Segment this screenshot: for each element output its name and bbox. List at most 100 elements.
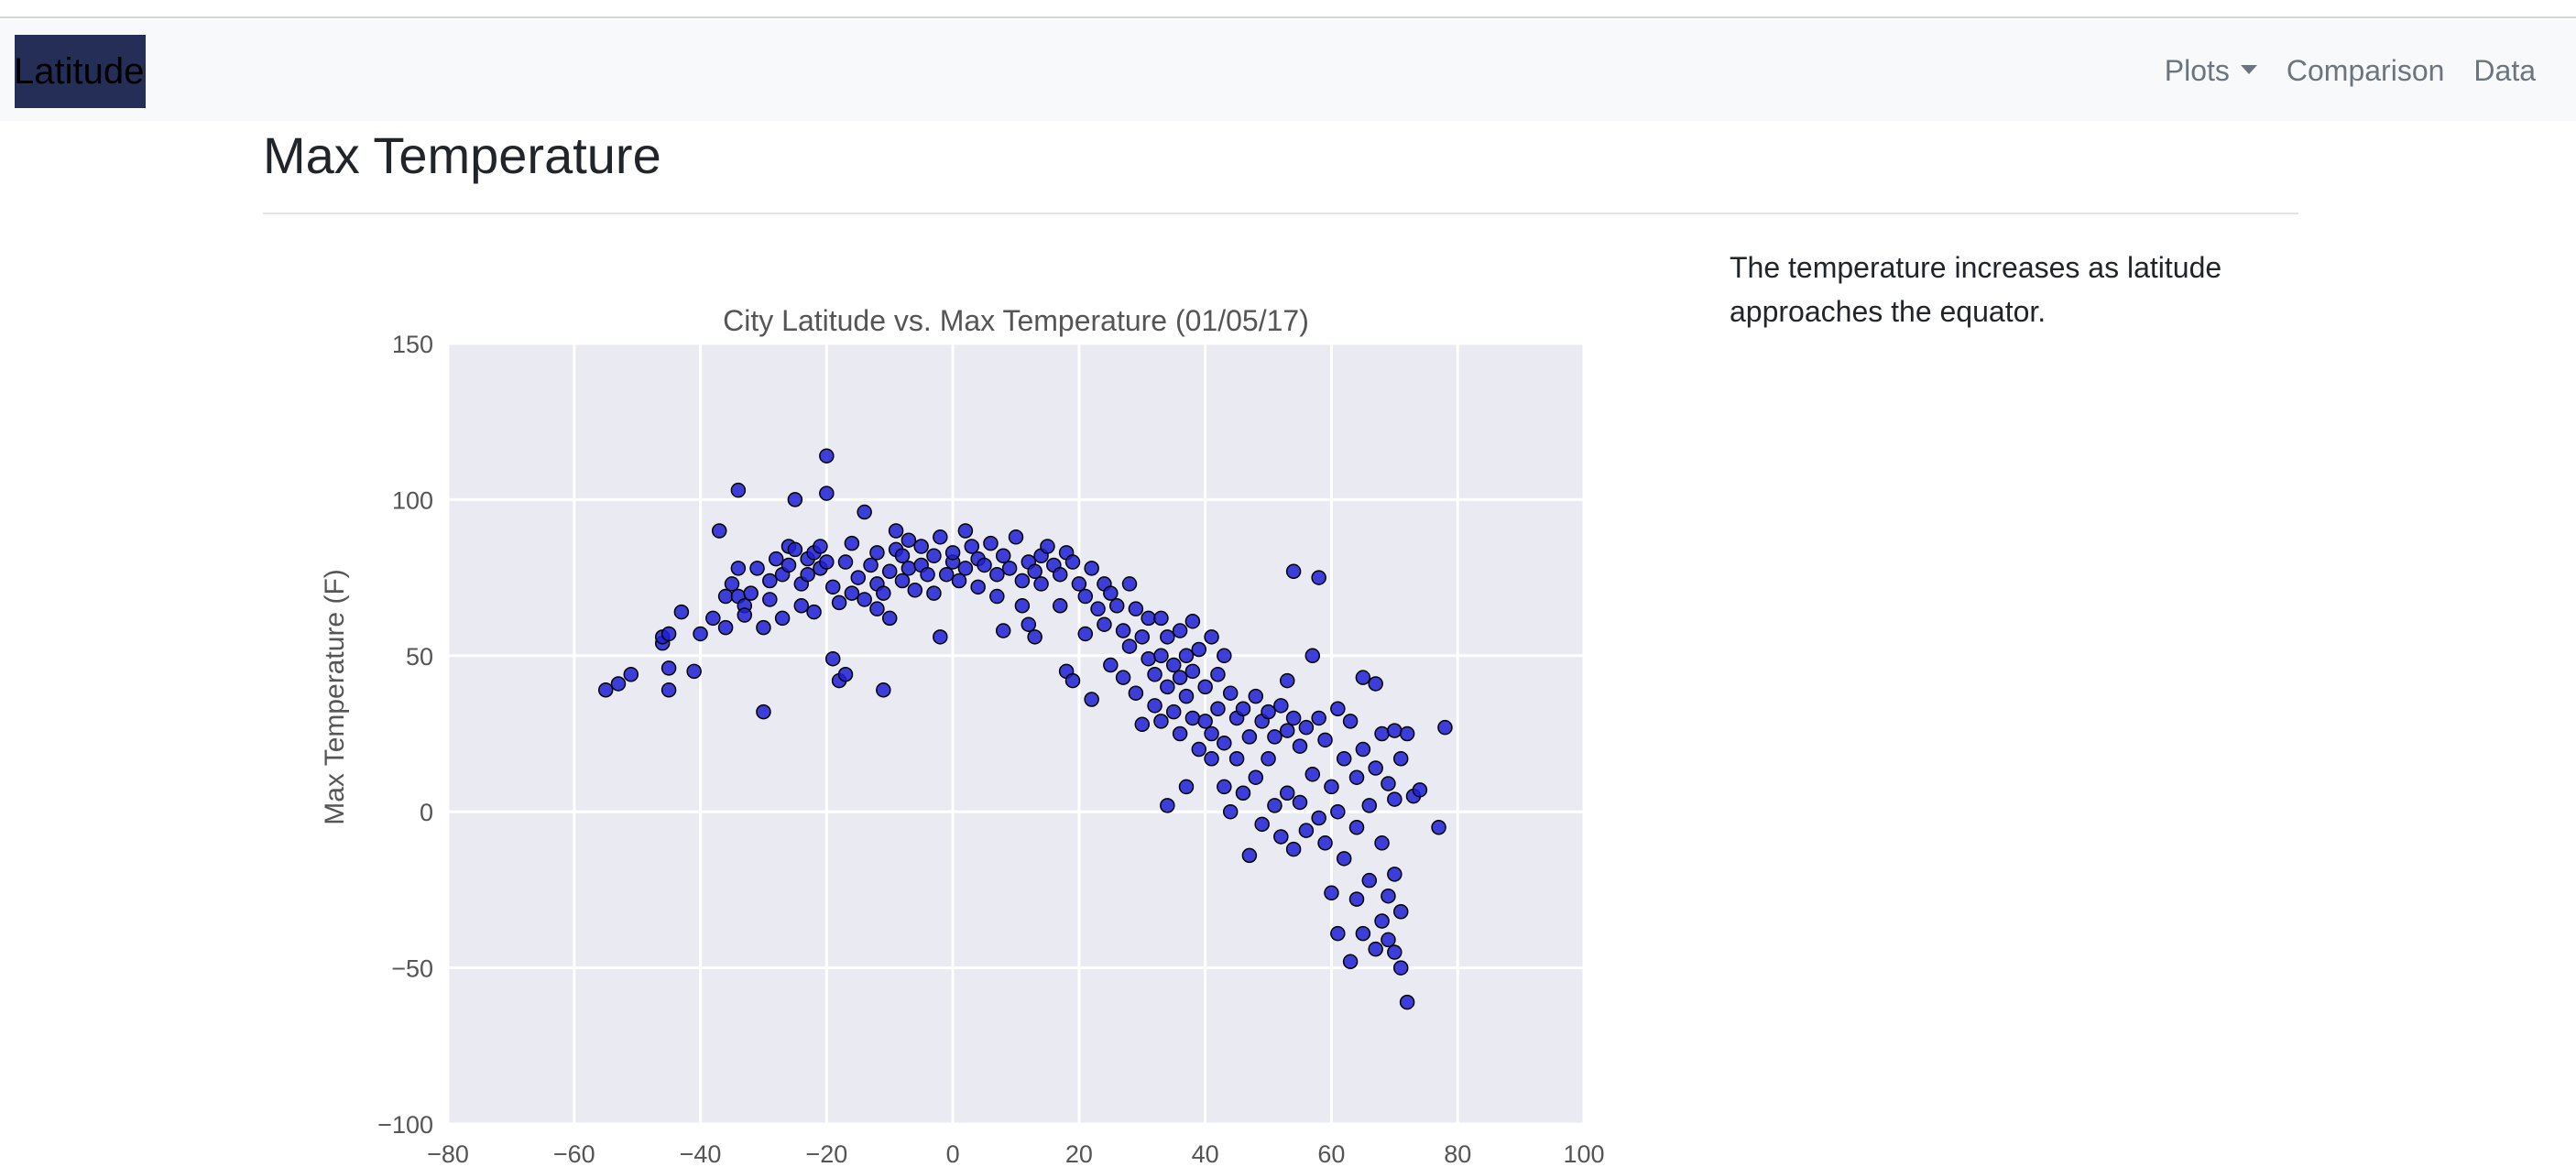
data-point — [837, 554, 854, 570]
data-point — [711, 523, 727, 539]
data-point — [944, 545, 961, 561]
data-point — [1311, 810, 1326, 826]
x-tick-label: −20 — [805, 1140, 847, 1167]
data-point — [1437, 719, 1453, 736]
data-point — [819, 554, 835, 570]
data-point — [597, 682, 614, 698]
x-tick-label: −80 — [427, 1140, 469, 1167]
y-tick-label: 150 — [392, 331, 433, 358]
data-point — [857, 592, 872, 607]
chart-title: City Latitude vs. Max Temperature (01/05… — [723, 304, 1309, 337]
data-point — [1279, 785, 1295, 802]
data-point — [1273, 829, 1289, 845]
data-point — [1348, 819, 1365, 835]
data-point — [1336, 751, 1352, 767]
data-point — [1210, 701, 1226, 716]
data-point — [1147, 698, 1162, 714]
data-point — [1222, 803, 1239, 820]
data-point — [1298, 823, 1315, 838]
data-point — [857, 504, 872, 520]
tick-labels: −80 −60 −40 −20 0 20 40 60 80 100 −100 −50 0 50 100 150 — [377, 331, 1604, 1167]
data-point — [1128, 685, 1144, 701]
data-point — [977, 557, 992, 573]
data-point — [1153, 610, 1169, 627]
data-point — [1342, 954, 1359, 970]
data-point — [1392, 960, 1409, 976]
data-point — [1304, 648, 1321, 664]
data-point — [1027, 629, 1042, 645]
data-point — [1412, 782, 1428, 798]
data-point — [1217, 779, 1232, 795]
data-point — [894, 573, 911, 589]
y-tick-label: 0 — [420, 799, 433, 826]
grid-lines — [446, 342, 1586, 1126]
data-point — [1285, 710, 1302, 726]
data-point — [1248, 769, 1264, 785]
data-point — [837, 666, 854, 682]
navbar-brand[interactable]: Latitude — [14, 35, 146, 108]
y-tick-label: 50 — [406, 643, 433, 671]
data-point — [1330, 803, 1346, 820]
data-point — [1033, 576, 1049, 592]
data-point — [1141, 610, 1156, 627]
data-point — [787, 492, 803, 507]
data-point — [1103, 657, 1119, 673]
data-point — [888, 523, 904, 539]
data-point — [901, 532, 917, 548]
data-point — [1324, 885, 1339, 901]
y-axis-label: Max Temperature (F) — [320, 569, 350, 825]
data-point — [1279, 723, 1295, 738]
data-point — [933, 629, 948, 645]
data-point — [1197, 679, 1213, 695]
data-point — [1191, 741, 1207, 758]
data-point — [869, 545, 885, 561]
nav-comparison-label: Comparison — [2286, 53, 2445, 87]
data-point — [1330, 925, 1346, 942]
data-point — [1248, 688, 1264, 704]
data-point — [938, 566, 955, 583]
data-point — [756, 703, 771, 720]
data-point — [1222, 685, 1239, 701]
data-point — [693, 626, 708, 642]
data-point — [989, 566, 1005, 583]
data-point — [1027, 563, 1042, 580]
data-point — [1064, 672, 1081, 689]
data-point — [1267, 798, 1283, 813]
window-top-border — [0, 0, 2576, 18]
data-point — [1014, 573, 1031, 589]
data-point — [1165, 657, 1182, 673]
data-point — [951, 573, 967, 589]
data-point — [819, 485, 835, 501]
data-point — [1387, 723, 1403, 738]
data-point — [762, 592, 778, 607]
data-point — [1197, 714, 1213, 729]
data-point — [863, 557, 879, 573]
data-point — [926, 585, 942, 601]
data-point — [1210, 666, 1226, 682]
data-point — [970, 579, 986, 595]
nav-plots-dropdown[interactable]: Plots — [2150, 54, 2272, 88]
data-point — [780, 557, 797, 573]
data-point — [1172, 623, 1188, 638]
data-point — [1160, 679, 1175, 695]
data-point — [1001, 561, 1018, 576]
data-point — [1184, 663, 1201, 680]
data-point — [1147, 666, 1162, 682]
data-point — [1235, 785, 1251, 802]
data-point — [1368, 941, 1383, 957]
data-point — [881, 563, 898, 580]
data-point — [1052, 598, 1068, 614]
data-point — [869, 601, 885, 616]
data-point — [1355, 925, 1371, 942]
page-title: Max Temperature — [263, 126, 661, 184]
nav-data-link[interactable]: Data — [2459, 54, 2550, 88]
data-point — [1090, 601, 1106, 616]
data-point — [1431, 819, 1446, 835]
data-point — [1387, 944, 1403, 960]
x-tick-label: 60 — [1317, 1140, 1345, 1167]
data-point — [762, 573, 778, 589]
data-point — [717, 619, 734, 636]
data-point — [1077, 626, 1094, 642]
nav-comparison-link[interactable]: Comparison — [2272, 54, 2460, 88]
navbar: Latitude Plots Comparison Data — [0, 20, 2576, 121]
